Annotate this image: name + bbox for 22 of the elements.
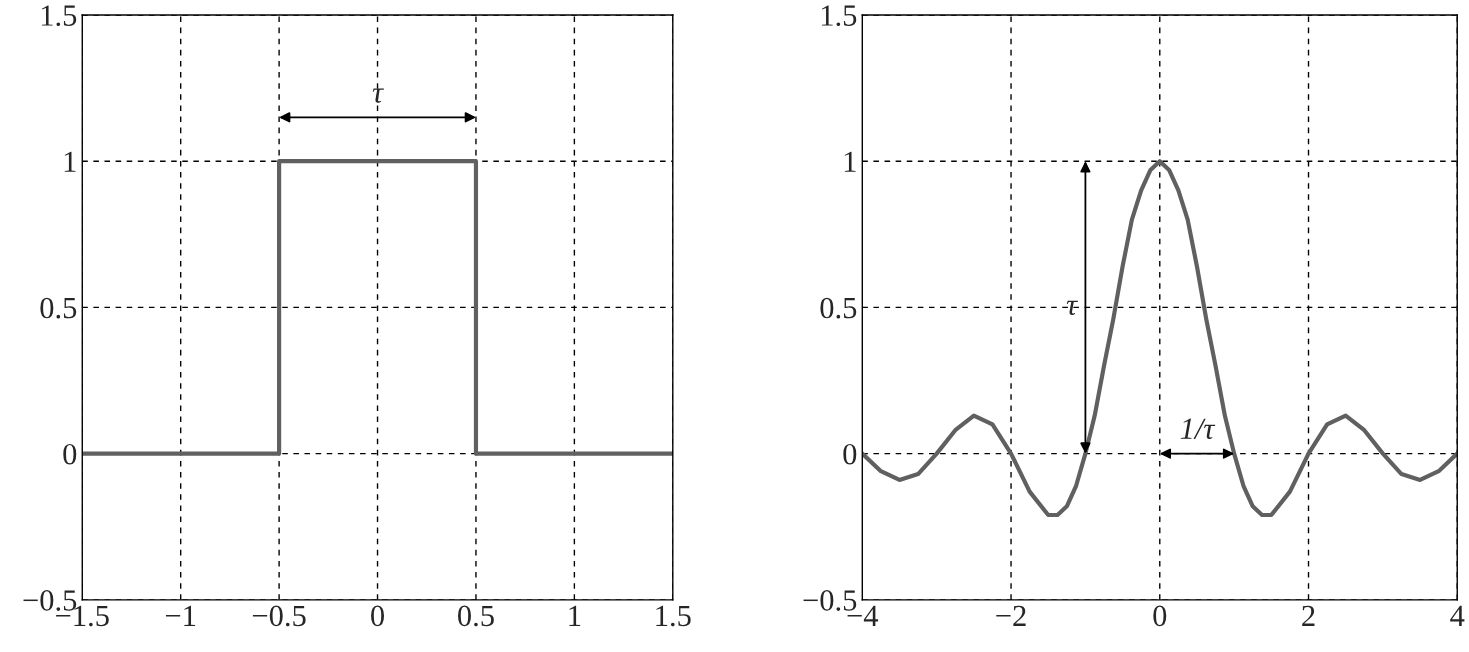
annotation: τ xyxy=(372,88,384,103)
y-tick-label: 0.5 xyxy=(40,297,77,319)
x-tick-label: −2 xyxy=(996,605,1026,626)
y-tick-label: 0.5 xyxy=(820,297,857,319)
annotation: τ xyxy=(1066,300,1078,316)
x-tick-label: 0 xyxy=(371,605,385,627)
y-tick-label: 0 xyxy=(63,443,77,465)
x-tick-label: 0 xyxy=(1153,605,1167,627)
y-tick-label: 1 xyxy=(64,151,76,172)
y-tick-label: 1 xyxy=(844,151,856,172)
y-tick-label: 0 xyxy=(843,443,857,465)
line-series xyxy=(862,159,1458,518)
x-tick-label: −1 xyxy=(165,605,196,626)
x-tick-label: 0.5 xyxy=(458,605,494,627)
x-tick-label: 1.5 xyxy=(656,605,691,627)
x-tick-label: −0.5 xyxy=(252,605,306,627)
x-tick-label: 4 xyxy=(1450,605,1465,626)
y-tick-label: 1.5 xyxy=(821,5,857,27)
y-tick-label: 1.5 xyxy=(41,5,77,27)
x-tick-label: 1 xyxy=(569,605,581,626)
x-tick-label: 2 xyxy=(1302,605,1315,626)
annotation: 1/τ xyxy=(1180,418,1216,440)
